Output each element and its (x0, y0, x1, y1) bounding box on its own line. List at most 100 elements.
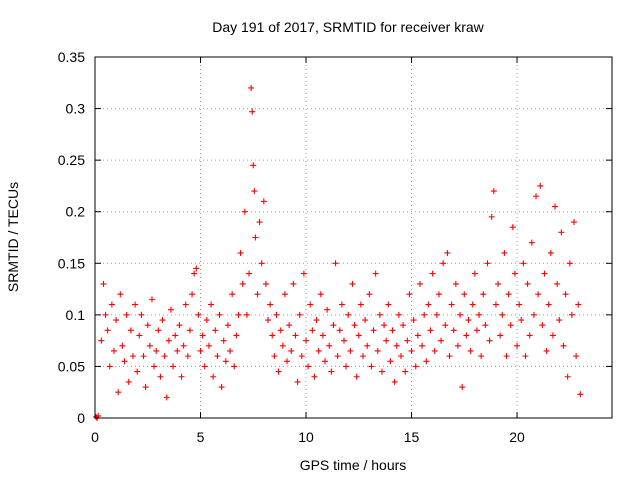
data-point (123, 311, 130, 318)
data-point (545, 301, 552, 308)
data-point (486, 337, 493, 344)
data-point (106, 363, 113, 370)
data-point (541, 270, 548, 277)
x-tick-label: 0 (91, 429, 99, 445)
data-point (186, 327, 193, 334)
data-point (467, 347, 474, 354)
data-point (558, 229, 565, 236)
data-point (142, 384, 149, 391)
data-point (140, 353, 147, 360)
y-tick-label: 0.1 (66, 307, 86, 323)
data-point (180, 342, 187, 349)
data-point (161, 353, 168, 360)
data-point (516, 301, 523, 308)
data-point (507, 322, 514, 329)
data-point (535, 291, 542, 298)
data-point (313, 317, 320, 324)
data-point (389, 327, 396, 334)
data-point (144, 322, 151, 329)
x-tick-label: 5 (197, 429, 205, 445)
data-point (480, 291, 487, 298)
data-point (465, 317, 472, 324)
data-point (163, 394, 170, 401)
data-point (305, 363, 312, 370)
data-point (573, 353, 580, 360)
data-point (317, 291, 324, 298)
data-point (338, 301, 345, 308)
data-point (251, 188, 258, 195)
data-point (148, 296, 155, 303)
data-point (471, 270, 478, 277)
data-point (564, 373, 571, 380)
data-point (454, 342, 461, 349)
y-tick-label: 0.2 (66, 204, 86, 220)
data-point (499, 311, 506, 318)
data-point (345, 311, 352, 318)
data-point (146, 342, 153, 349)
data-point (326, 342, 333, 349)
data-point (416, 280, 423, 287)
data-point (448, 301, 455, 308)
data-point (514, 342, 521, 349)
data-point (271, 353, 278, 360)
data-point (575, 301, 582, 308)
data-point (100, 280, 107, 287)
data-point (484, 260, 491, 267)
data-point (378, 368, 385, 375)
data-point (277, 327, 284, 334)
data-point (203, 317, 210, 324)
data-point (562, 291, 569, 298)
data-point (210, 373, 217, 380)
data-point (547, 249, 554, 256)
data-point (509, 224, 516, 231)
data-point (376, 311, 383, 318)
data-point (400, 322, 407, 329)
data-point (543, 347, 550, 354)
data-point (556, 317, 563, 324)
data-point (353, 373, 360, 380)
data-point (246, 270, 253, 277)
data-point (505, 291, 512, 298)
data-point (370, 327, 377, 334)
data-point (248, 84, 255, 91)
data-point (450, 327, 457, 334)
data-point (222, 358, 229, 365)
data-point (241, 208, 248, 215)
data-point (414, 332, 421, 339)
data-point (328, 368, 335, 375)
data-point (324, 306, 331, 313)
data-point (490, 188, 497, 195)
y-tick-label: 0.35 (58, 49, 85, 65)
data-point (229, 291, 236, 298)
data-point (294, 378, 301, 385)
y-axis-label: SRMTID / TECUs (5, 182, 21, 292)
data-point (262, 280, 269, 287)
data-point (366, 291, 373, 298)
data-point (457, 311, 464, 318)
data-point (334, 353, 341, 360)
data-point (208, 301, 215, 308)
data-point (252, 234, 259, 241)
data-point (134, 368, 141, 375)
data-point (243, 311, 250, 318)
data-point (273, 311, 280, 318)
data-point (296, 311, 303, 318)
data-point (102, 311, 109, 318)
data-point (577, 391, 584, 398)
data-point (452, 280, 459, 287)
data-point (178, 373, 185, 380)
data-point (385, 301, 392, 308)
data-point (258, 260, 265, 267)
data-point (425, 301, 432, 308)
data-point (170, 363, 177, 370)
data-point (549, 332, 556, 339)
data-point (159, 317, 166, 324)
y-tick-label: 0.3 (66, 101, 86, 117)
data-point (249, 108, 256, 115)
data-point (157, 373, 164, 380)
data-point (374, 347, 381, 354)
data-point (129, 353, 136, 360)
data-point (104, 327, 111, 334)
data-point (309, 327, 316, 334)
data-point (497, 332, 504, 339)
